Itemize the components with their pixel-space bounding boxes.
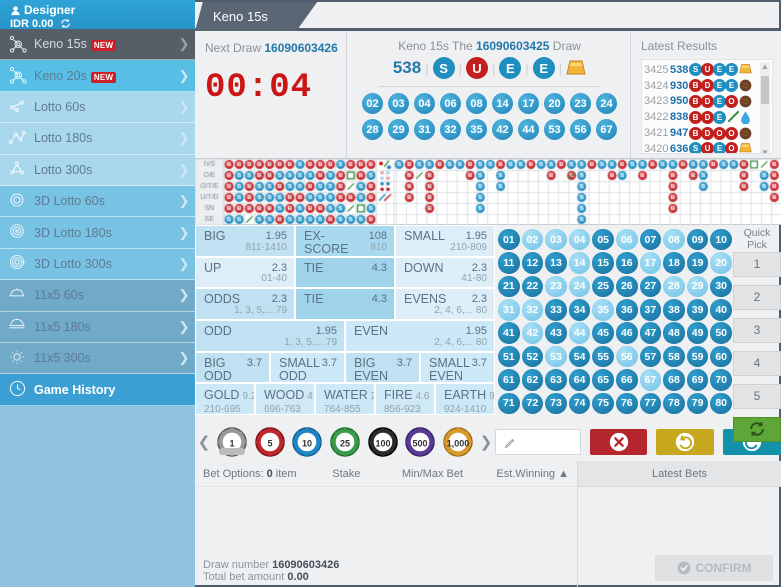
svg-text:5: 5	[267, 439, 272, 449]
svg-text:1,000: 1,000	[447, 439, 470, 449]
svg-text:10: 10	[302, 439, 312, 449]
svg-text:100: 100	[375, 439, 390, 449]
svg-text:500: 500	[413, 439, 428, 449]
svg-text:1: 1	[229, 439, 234, 449]
svg-text:25: 25	[340, 439, 350, 449]
